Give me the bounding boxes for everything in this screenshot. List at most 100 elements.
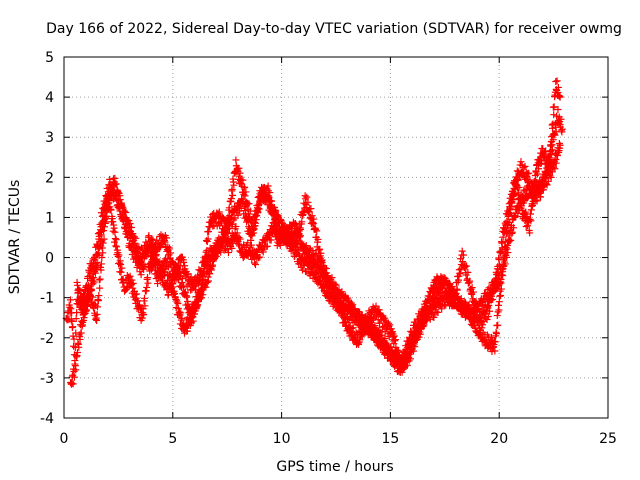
data-point [548,146,556,154]
data-point [89,293,97,301]
data-point [370,324,378,332]
data-point [520,164,528,172]
data-point [211,251,219,259]
data-point [173,298,181,306]
data-point [76,335,84,343]
data-point [129,279,137,287]
data-point [307,205,315,213]
data-point [111,235,119,243]
data-point [218,241,226,249]
data-point [316,279,324,287]
data-point [535,165,543,173]
data-point [100,227,108,235]
data-point [167,275,175,283]
data-point [164,263,172,271]
data-point [546,155,554,163]
data-point [140,311,148,319]
data-point [200,261,208,269]
data-point [554,83,562,91]
data-point [180,283,188,291]
data-point [128,276,136,284]
data-point [146,242,154,250]
data-point [194,279,202,287]
data-point [401,363,409,371]
data-point [144,279,152,287]
data-point [224,213,232,221]
data-point [529,201,537,209]
data-point [556,141,564,149]
data-point [430,289,438,297]
data-point [507,236,515,244]
data-point [530,194,538,202]
data-point [200,267,208,275]
data-point [453,286,461,294]
data-point [294,247,302,255]
data-point [93,316,101,324]
data-point [444,281,452,289]
data-point [141,302,149,310]
data-point [110,224,118,232]
data-point [486,307,494,315]
data-point [256,253,264,261]
data-point [491,338,499,346]
data-point [69,323,77,331]
data-point [391,337,399,345]
data-point [497,247,505,255]
data-point [495,261,503,269]
chart-title: Day 166 of 2022, Sidereal Day-to-day VTE… [46,21,622,37]
data-point [558,125,566,133]
data-point [450,301,458,309]
data-point [90,278,98,286]
data-point [99,239,107,247]
data-point [502,225,510,233]
data-point [463,262,471,270]
data-point [472,299,480,307]
data-point [510,224,518,232]
data-point [161,238,169,246]
data-point [67,296,75,304]
y-tick-label: 3 [45,130,54,146]
data-point [151,257,159,265]
data-point [153,236,161,244]
data-point [502,246,510,253]
data-point [215,208,223,216]
data-point [96,275,104,283]
data-point [113,243,121,251]
data-point [138,254,146,262]
data-point [178,275,186,283]
data-point [447,287,455,295]
data-point [497,279,505,287]
data-point [376,319,384,327]
data-point [126,272,134,280]
data-point [554,105,562,113]
data-point [181,288,189,296]
data-point [220,225,228,233]
data-point [82,301,90,309]
data-point [133,290,141,298]
data-point [276,241,284,249]
data-point [330,288,338,296]
data-point [339,306,347,314]
data-point [225,249,233,257]
data-point [251,259,259,267]
data-point [67,316,75,324]
data-point [255,205,263,213]
data-point [68,317,76,325]
data-point [349,324,357,332]
data-point [464,268,472,276]
data-point [418,319,426,327]
data-point [554,152,562,160]
data-point [308,247,316,255]
data-point [99,249,107,257]
data-point [167,249,175,257]
data-point [310,215,318,223]
data-point [545,163,553,171]
data-point [281,222,289,230]
y-tick-label: 4 [45,90,54,106]
data-point [229,191,237,199]
y-tick-label: 1 [45,210,54,226]
data-point [80,310,88,318]
data-point [84,282,92,290]
data-point [183,327,191,335]
